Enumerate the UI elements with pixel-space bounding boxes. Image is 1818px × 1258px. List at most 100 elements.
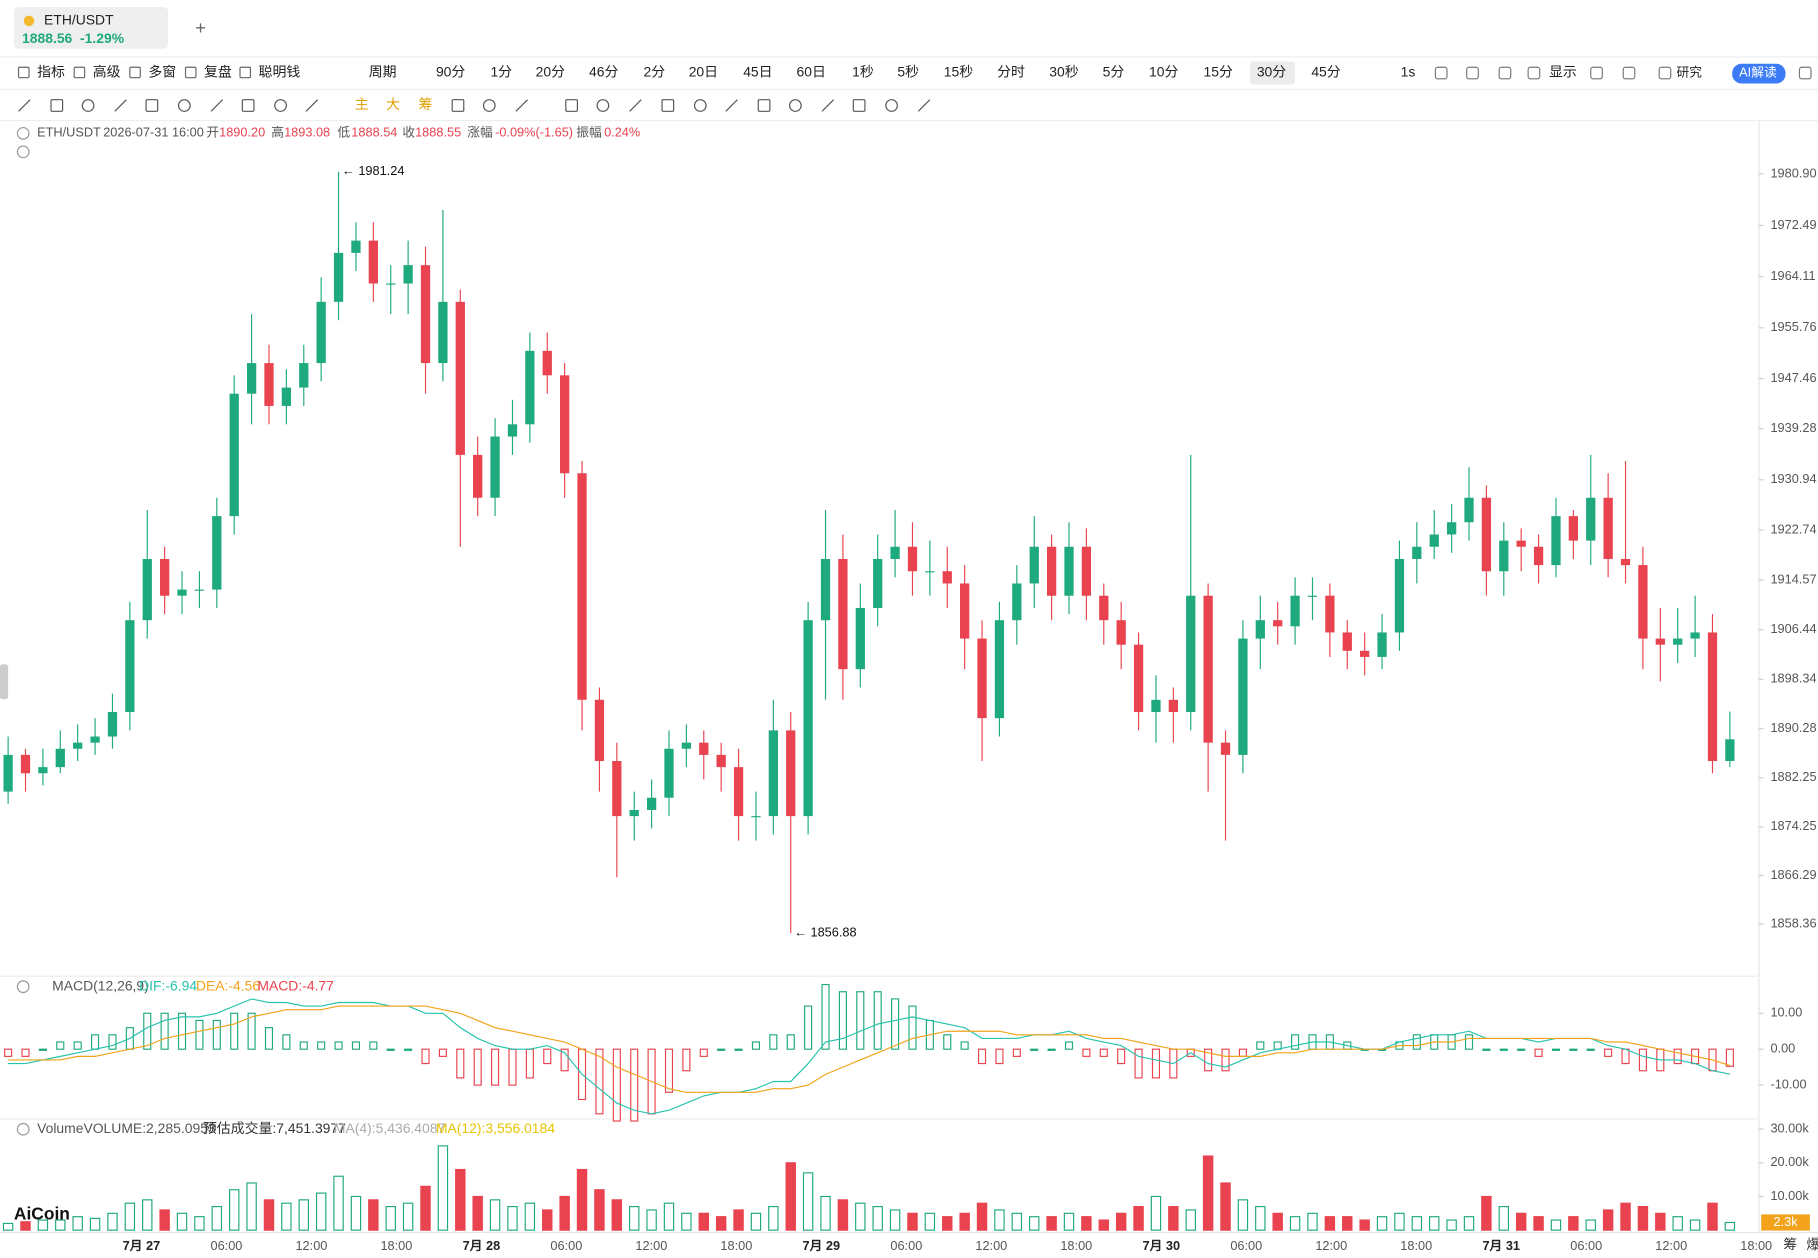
volume-bar	[350, 1195, 362, 1231]
macd-bar	[1534, 1048, 1543, 1057]
toolbar-item[interactable]: 多窗	[148, 64, 176, 80]
macd-bar	[1517, 1048, 1526, 1051]
collapse[interactable]	[16, 980, 30, 994]
candle-body	[1655, 638, 1665, 645]
volume-bar	[368, 1199, 379, 1231]
add-tab[interactable]: +	[195, 17, 206, 38]
volume-bar	[959, 1212, 970, 1231]
info-value: 1893.08	[284, 125, 330, 140]
volume-bar	[55, 1219, 66, 1231]
macd-bar	[751, 1041, 761, 1050]
toolbar-item[interactable]: 显示	[1549, 64, 1577, 80]
volume-bar	[802, 1172, 814, 1231]
macd-bar	[1012, 1048, 1021, 1057]
collapse[interactable]	[16, 1122, 30, 1136]
toolbar-item[interactable]: 1秒	[852, 64, 874, 80]
toolbar-item[interactable]: 15秒	[944, 64, 973, 80]
chips-button[interactable]: 筹	[1783, 1236, 1797, 1252]
candle-body	[1707, 632, 1718, 762]
toolbar-item[interactable]: 5秒	[897, 64, 919, 80]
side-handle[interactable]	[0, 664, 9, 700]
volume-bar	[1289, 1216, 1301, 1231]
toolbar-item[interactable]: 45分	[1311, 64, 1340, 80]
volume-bar	[1150, 1195, 1162, 1231]
toolbar-item[interactable]: 指标	[37, 64, 65, 80]
toolbar-item[interactable]: 30秒	[1049, 64, 1078, 80]
volume-bar	[681, 1212, 692, 1231]
volume-bar	[1724, 1221, 1736, 1231]
toolbar-item[interactable]: 周期	[369, 64, 397, 80]
candle-body	[403, 265, 413, 284]
toolbar-item[interactable]: 5分	[1103, 64, 1125, 80]
candle-body	[177, 589, 187, 596]
boom-button[interactable]: 爆	[1806, 1236, 1818, 1252]
y-tick-label: 1866.29	[1770, 867, 1816, 882]
volume-bar	[1394, 1212, 1405, 1231]
candle-body	[1151, 699, 1161, 713]
candle-body	[1238, 638, 1248, 755]
volume-bar	[524, 1202, 536, 1231]
collapse[interactable]	[16, 126, 30, 140]
toolbar-item[interactable]: 1s	[1401, 64, 1416, 80]
toolbar-item[interactable]: 聪明钱	[259, 64, 301, 80]
toolbar-item[interactable]: 46分	[589, 64, 618, 80]
candle-body	[977, 638, 987, 719]
macd-bar	[734, 1048, 743, 1051]
x-tick-label: 7月 27	[123, 1238, 161, 1253]
volume-bar	[1133, 1206, 1144, 1231]
toolbar-item[interactable]: 10分	[1149, 64, 1178, 80]
toolbar-item[interactable]: 20分	[536, 64, 565, 80]
toolbar-item[interactable]: 45日	[743, 64, 772, 80]
macd-bar	[682, 1048, 691, 1072]
candle-body	[681, 742, 692, 749]
candle-body	[438, 301, 448, 364]
expand[interactable]	[16, 145, 30, 159]
candle-body	[890, 546, 900, 559]
toolbar-item[interactable]: 研究	[1677, 64, 1703, 79]
toolbar-item[interactable]: 分时	[997, 64, 1025, 80]
ai-button[interactable]	[1732, 63, 1786, 84]
toolbar-item[interactable]: 1分	[490, 64, 512, 80]
volume-bar	[246, 1182, 257, 1231]
candle-body	[20, 754, 31, 774]
toolbar-item[interactable]: 2分	[643, 64, 665, 80]
candle-body	[73, 742, 83, 749]
toolbar-item[interactable]: 15分	[1203, 64, 1232, 80]
toolbar-item[interactable]: 复盘	[204, 64, 232, 80]
volume-bar	[281, 1202, 292, 1231]
volume-bar	[1515, 1212, 1527, 1231]
legend-dea: DEA:-4.56	[196, 977, 260, 993]
info-label: 2026-07-31 16:00	[103, 125, 204, 140]
toolbar-item[interactable]: 30分	[1257, 64, 1286, 80]
volume-bar	[455, 1168, 466, 1231]
tool-icon	[725, 99, 738, 112]
symbol-tab[interactable]	[13, 6, 169, 49]
tool-item[interactable]: 筹	[419, 96, 433, 112]
toolbar-item[interactable]: 90分	[436, 64, 465, 80]
macd-bar	[212, 1019, 221, 1050]
tool-icon	[821, 99, 835, 112]
tool-icon	[451, 99, 465, 112]
toolbar-item[interactable]: 60日	[797, 64, 826, 80]
candle-body	[90, 736, 100, 743]
toolbar-item[interactable]: 20日	[689, 64, 718, 80]
volume-bar	[124, 1202, 136, 1231]
volume-bar	[663, 1202, 675, 1231]
volume-bar	[1620, 1202, 1631, 1231]
macd-bar	[717, 1048, 726, 1051]
volume-bar	[507, 1206, 518, 1231]
x-tick-label: 7月 30	[1143, 1238, 1181, 1253]
candle-body	[455, 301, 465, 455]
x-tick-label: 18:00	[720, 1238, 752, 1253]
volume-bar	[420, 1185, 431, 1231]
toolbar-item[interactable]: AI解读	[1739, 64, 1777, 79]
tool-item[interactable]: 主	[355, 96, 369, 112]
macd-bar	[264, 1027, 274, 1050]
y-tick-label: 1906.44	[1770, 621, 1816, 636]
candle-body	[1429, 534, 1439, 547]
toolbar-item[interactable]: 高级	[93, 64, 121, 80]
price: 1888.56	[22, 30, 73, 46]
candle-body	[699, 742, 709, 755]
volume-bar	[907, 1212, 918, 1231]
tool-item[interactable]: 大	[386, 96, 400, 112]
